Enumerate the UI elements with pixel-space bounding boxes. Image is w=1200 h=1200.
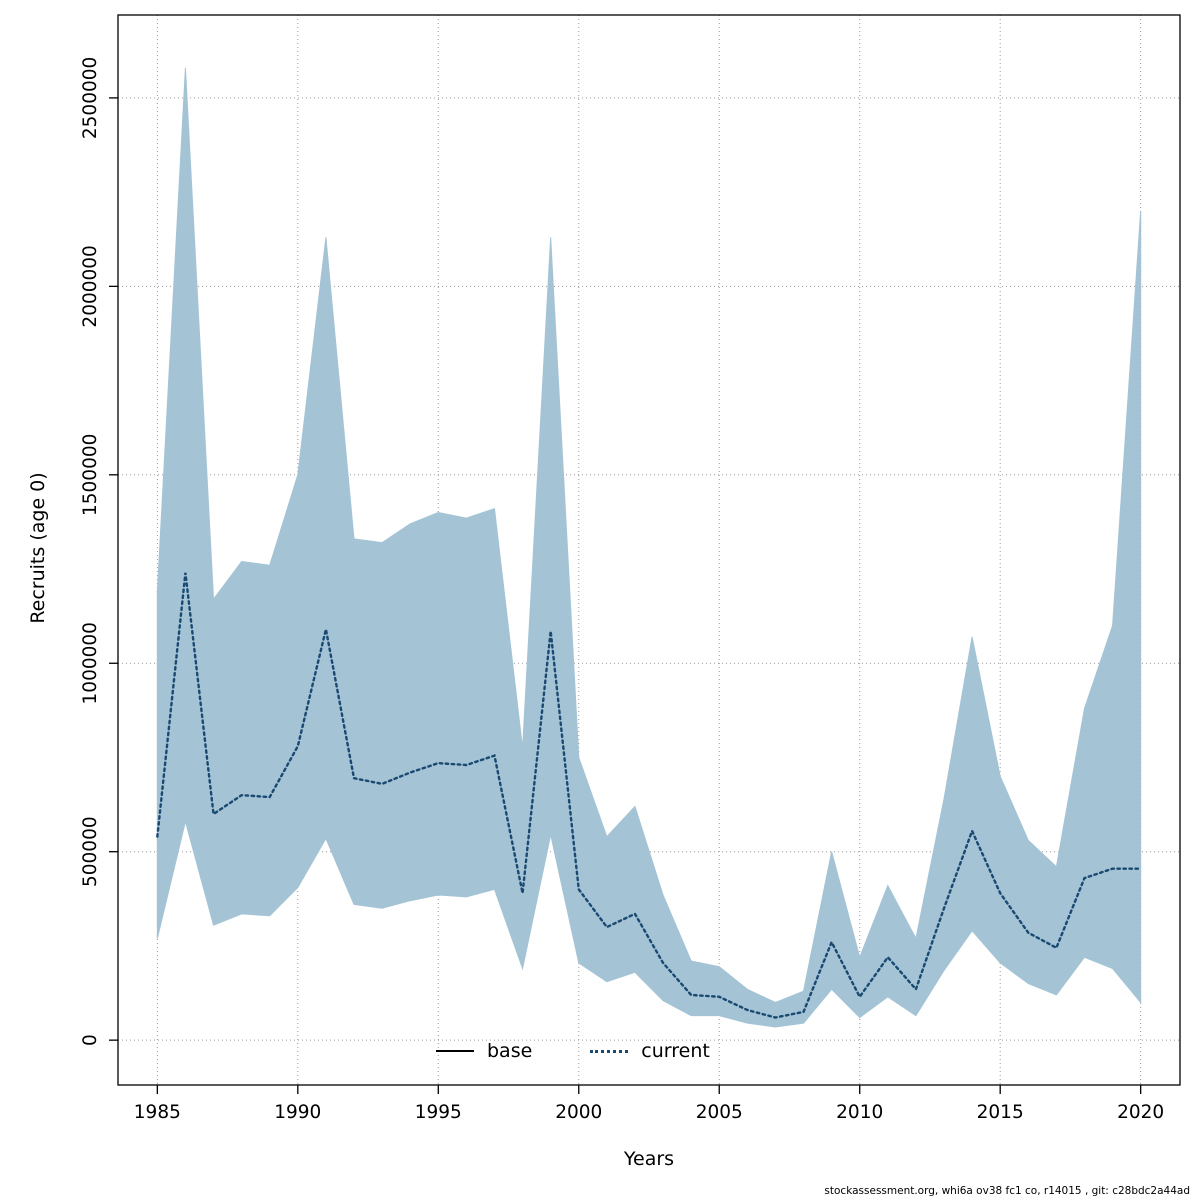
confidence-band [156,67,1142,1028]
legend-label-base: base [487,1040,533,1062]
legend: base current [436,1040,710,1062]
x-tick-label: 2000 [555,1102,602,1123]
y-tick-label: 500000 [80,816,101,887]
y-axis-title: Recruits (age 0) [27,472,49,624]
legend-entry-base: base [436,1040,532,1062]
x-tick-label: 1985 [134,1102,181,1123]
attribution-text: stockassessment.org, whi6a ov38 fc1 co, … [824,1185,1190,1197]
plot-frame [117,14,1181,1086]
base-line-sample [436,1050,474,1052]
x-tick-label: 2020 [1117,1102,1164,1123]
x-tick-label: 2015 [977,1102,1024,1123]
x-tick-label: 2010 [836,1102,883,1123]
x-tick-label: 2005 [696,1102,743,1123]
legend-label-current: current [641,1040,710,1062]
y-tick-label: 0 [80,1034,101,1046]
current-series-line [156,572,1142,1019]
current-line-sample [590,1049,629,1053]
x-tick-label: 1995 [415,1102,462,1123]
x-tick-label: 1990 [274,1102,321,1123]
y-tick-label: 1500000 [80,434,101,516]
y-tick-label: 2500000 [80,57,101,139]
y-tick-label: 1000000 [80,622,101,704]
legend-entry-current: current [590,1040,710,1062]
y-tick-label: 2000000 [80,245,101,327]
x-axis-title: Years [623,1148,675,1170]
